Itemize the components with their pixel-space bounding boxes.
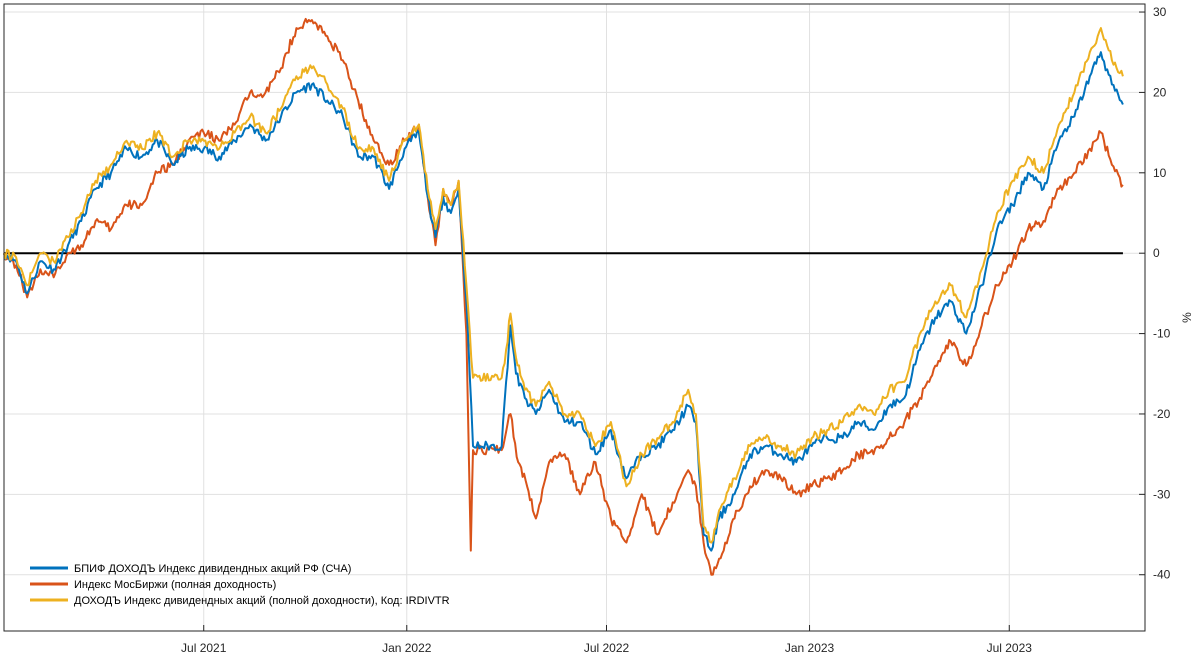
x-tick-label-1: Jan 2022 [382, 641, 432, 655]
series-line-0 [3, 51, 1124, 552]
x-tick-labels: Jul 2021 Jan 2022 Jul 2022 Jan 2023 Jul 2023 [181, 641, 1032, 655]
y-tick-label-5: -20 [1153, 407, 1171, 421]
y-tick-label-6: -30 [1153, 487, 1171, 501]
legend-label-1: Индекс МосБиржи (полная доходность) [74, 579, 276, 591]
x-tick-label-2: Jul 2022 [584, 641, 630, 655]
x-tick-label-0: Jul 2021 [181, 641, 227, 655]
y-tick-label-2: 10 [1153, 166, 1167, 180]
y-tick-label-4: -10 [1153, 327, 1171, 341]
y-tick-label-1: 20 [1153, 85, 1167, 99]
x-tick-label-4: Jul 2023 [987, 641, 1033, 655]
plot-frame [3, 3, 1146, 632]
axes [3, 3, 1146, 632]
y-tick-label-3: 0 [1153, 246, 1160, 260]
y-axis-label: % [1180, 312, 1194, 323]
y-tick-label-7: -40 [1153, 568, 1171, 582]
x-tick-label-3: Jan 2023 [785, 641, 835, 655]
legend: БПИФ ДОХОДЪ Индекс дивидендных акций РФ … [30, 563, 450, 607]
legend-label-2: ДОХОДЪ Индекс дивидендных акций (полной … [74, 595, 450, 607]
series-line-2 [3, 27, 1124, 544]
y-tick-label-0: 30 [1153, 5, 1167, 19]
series-lines [3, 17, 1124, 576]
series-line-1 [3, 17, 1124, 576]
y-tick-labels: 30 20 10 0 -10 -20 -30 -40 [1153, 5, 1171, 582]
legend-label-0: БПИФ ДОХОДЪ Индекс дивидендных акций РФ … [74, 563, 351, 575]
